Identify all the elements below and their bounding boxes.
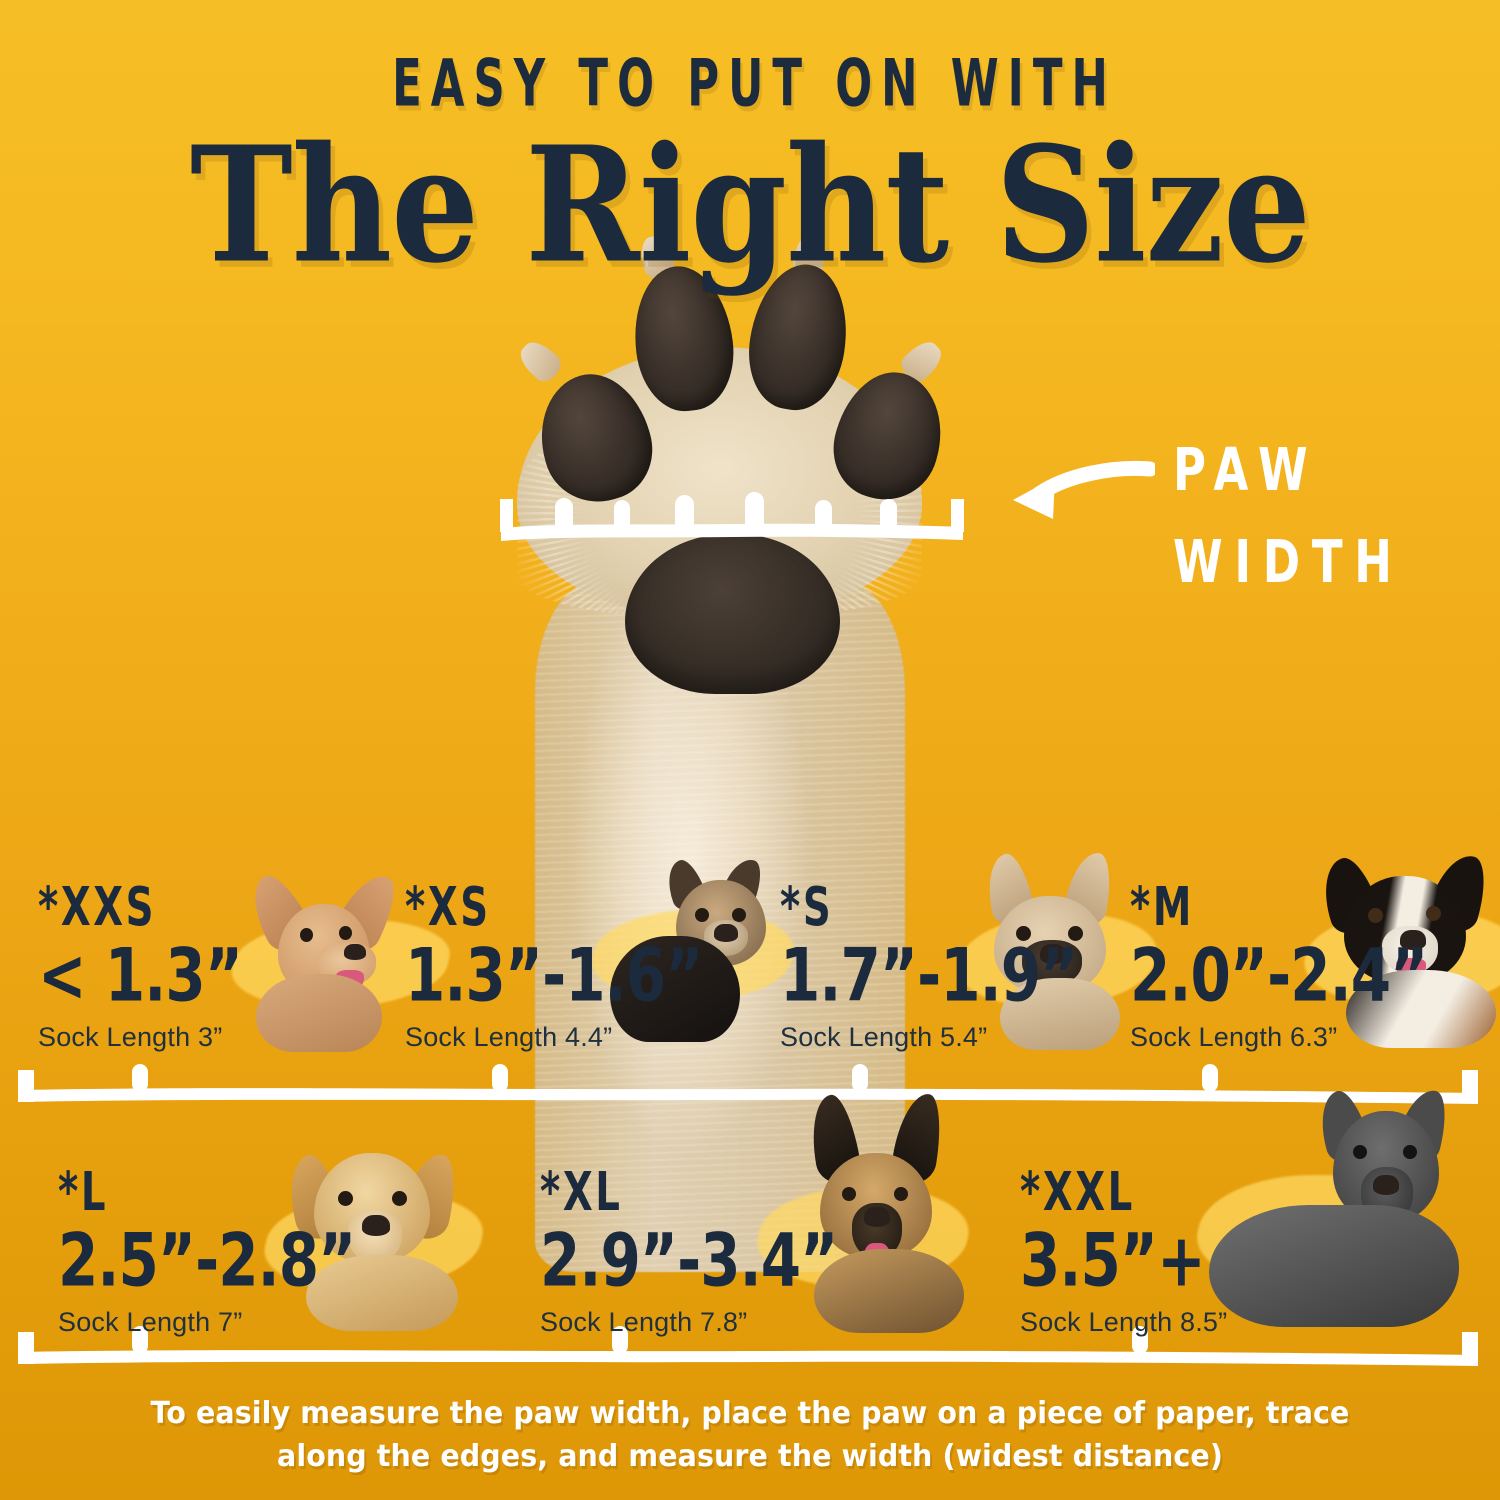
dog-photo-german-shepherd bbox=[778, 1090, 1008, 1333]
sock-length-xxs: Sock Length 3” bbox=[38, 1022, 223, 1052]
header: EASY TO PUT ON WITH The Right Size bbox=[0, 0, 1500, 285]
sock-length-s: Sock Length 5.4” bbox=[780, 1022, 988, 1052]
size-row-large: *L 2.5”-2.8” Sock Length 7” *XL 2.9” bbox=[0, 1084, 1500, 1340]
footer-line-1: To easily measure the paw width, place t… bbox=[150, 1396, 1350, 1431]
size-label-m: *M bbox=[1130, 875, 1194, 938]
dog-photo-bernese-mountain-dog bbox=[1310, 842, 1500, 1048]
size-label-l: *L bbox=[58, 1160, 109, 1223]
callout-line-2: WIDTH bbox=[1173, 527, 1404, 596]
sock-length-xxl: Sock Length 8.5” bbox=[1020, 1307, 1228, 1337]
sock-length-xl: Sock Length 7.8” bbox=[540, 1307, 748, 1337]
size-label-s: *S bbox=[780, 875, 834, 938]
size-label-xs: *XS bbox=[405, 875, 491, 938]
size-label-xxs: *XXS bbox=[38, 875, 157, 938]
size-range-bracket-bottom bbox=[14, 1322, 1484, 1370]
footer-instructions: To easily measure the paw width, place t… bbox=[38, 1393, 1463, 1478]
size-row-small: *XXS < 1.3” Sock Length 3” *XS 1.3”-1.6” bbox=[0, 848, 1500, 1055]
footer-line-2: along the edges, and measure the width (… bbox=[277, 1438, 1223, 1474]
claw-icon bbox=[514, 335, 566, 387]
header-kicker: EASY TO PUT ON WITH bbox=[392, 47, 1117, 122]
size-range-xxs: < 1.3” bbox=[38, 933, 243, 1018]
size-range-m: 2.0”-2.4” bbox=[1130, 933, 1428, 1018]
size-label-xl: *XL bbox=[540, 1160, 623, 1223]
size-range-bracket-top bbox=[14, 1062, 1484, 1110]
left-curved-arrow-icon bbox=[995, 453, 1158, 538]
sock-length-l: Sock Length 7” bbox=[58, 1307, 243, 1337]
dog-photo-yorkshire-terrier bbox=[590, 853, 790, 1048]
size-range-s: 1.7”-1.9” bbox=[780, 933, 1078, 1018]
paw-width-callout-text: PAW WIDTH bbox=[1173, 425, 1404, 608]
paw-width-ruler-bracket bbox=[497, 482, 967, 554]
size-range-l: 2.5”-2.8” bbox=[58, 1218, 356, 1303]
paw-metacarpal-pad bbox=[625, 534, 840, 694]
dog-photo-chihuahua bbox=[238, 865, 428, 1052]
sock-length-m: Sock Length 6.3” bbox=[1130, 1022, 1338, 1052]
dog-photo-french-bulldog bbox=[960, 848, 1160, 1050]
dog-photo-great-dane bbox=[1205, 1084, 1495, 1337]
size-range-xxl: 3.5”+ bbox=[1020, 1218, 1206, 1303]
dog-photo-golden-retriever bbox=[276, 1113, 491, 1331]
size-range-xs: 1.3”-1.6” bbox=[405, 933, 703, 1018]
callout-line-1: PAW bbox=[1173, 435, 1320, 505]
size-label-xxl: *XXL bbox=[1020, 1160, 1135, 1223]
size-range-xl: 2.9”-3.4” bbox=[540, 1218, 838, 1303]
sock-length-xs: Sock Length 4.4” bbox=[405, 1022, 613, 1052]
